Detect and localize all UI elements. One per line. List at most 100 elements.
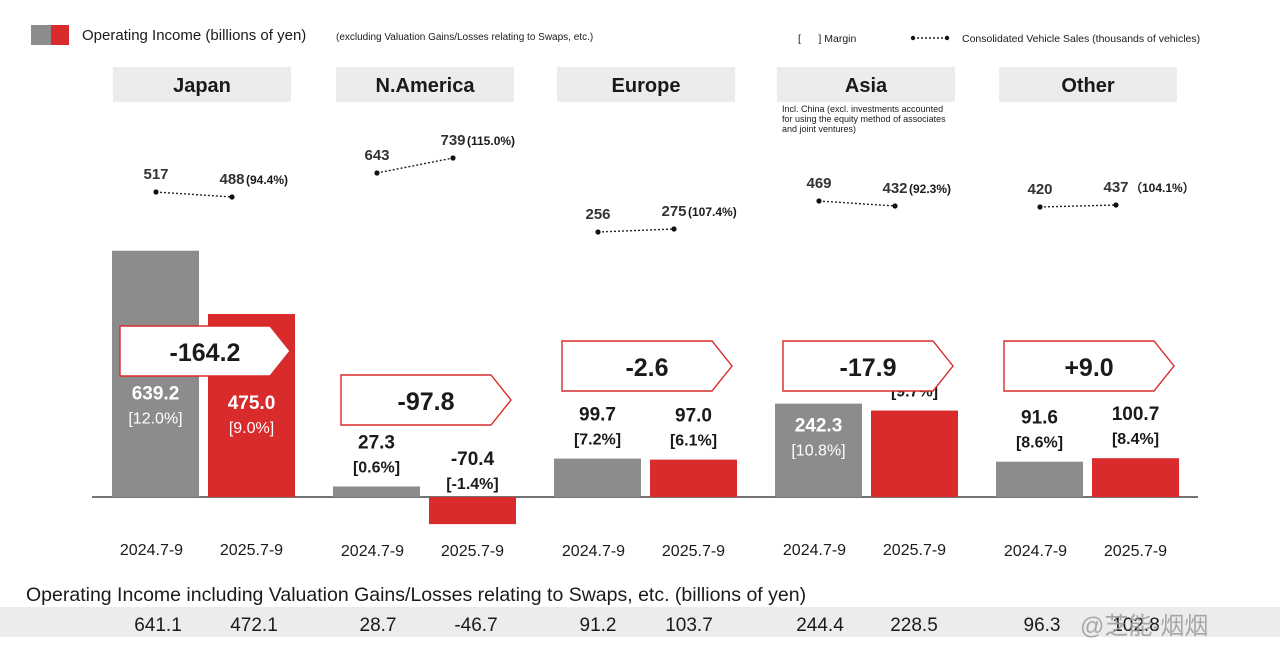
bottom-values: 641.1 472.1 28.7 -46.7 91.2 103.7 244.4 228.5 96… xyxy=(134,615,1160,636)
legend-title: Operating Income (billions of yen) xyxy=(82,27,306,44)
bar-n-america-prior xyxy=(333,486,420,497)
region-name: Other xyxy=(1061,75,1115,97)
bar-asia-current xyxy=(871,410,958,497)
change-value: +9.0 xyxy=(1064,354,1113,382)
period-label-current: 2025.7-9 xyxy=(662,543,725,560)
incl-swaps-value-japan-0: 641.1 xyxy=(134,615,182,636)
sales-value-current: 437 xyxy=(1103,179,1128,196)
incl-swaps-value-other-1: 102.8 xyxy=(1112,615,1160,636)
sales-dot-current xyxy=(671,226,677,232)
period-label-current: 2025.7-9 xyxy=(1104,543,1167,560)
sales-ratio: (94.4%) xyxy=(246,173,288,187)
sales-value-current: 488 xyxy=(219,171,244,188)
sales-connector xyxy=(818,200,896,207)
change-value: -2.6 xyxy=(625,354,668,382)
margin-label: [12.0%] xyxy=(128,411,182,428)
change-callout xyxy=(119,325,291,377)
asia-note-line: for using the equity method of associate… xyxy=(782,114,946,124)
change-value: -97.8 xyxy=(398,388,455,416)
region-group-europe: Europe 99.7 [7.2%] 97.0 [6.1%] -2.6 256 275 (107… xyxy=(554,67,737,560)
margin-label: [0.6%] xyxy=(353,459,400,476)
incl-swaps-value-asia-0: 244.4 xyxy=(796,615,844,636)
legend-swatch-current xyxy=(51,25,69,45)
region-group-other: Other 91.6 [8.6%] 100.7 [8.4%] +9.0 420 437 （104… xyxy=(996,67,1195,560)
region-name: Japan xyxy=(173,75,231,97)
margin-label: [10.8%] xyxy=(791,443,845,460)
sales-dot-prior xyxy=(1037,204,1043,210)
legend-margin: [ ] Margin xyxy=(798,33,857,45)
chart-layer: Japan 639.2 [12.0%] 475.0 [9.0%] -164.2 517 488… xyxy=(92,67,1198,560)
legend-sales-dot-right xyxy=(944,35,950,41)
region-group-asia: Asia242.3[10.8%]224.4[9.7%]-17.9469432(9… xyxy=(775,67,958,559)
region-header-box xyxy=(557,67,735,102)
sales-dot-prior xyxy=(153,189,159,195)
bottom-band xyxy=(0,607,1280,637)
value-label: -70.4 xyxy=(451,449,495,470)
change-callout xyxy=(1003,340,1175,392)
incl-swaps-value-europe-0: 91.2 xyxy=(580,615,617,636)
sales-connector xyxy=(1039,204,1117,208)
sales-dot-current xyxy=(229,194,235,200)
margin-label: [7.2%] xyxy=(574,432,621,449)
sales-ratio: (92.3%) xyxy=(909,182,951,196)
value-label: 242.3 xyxy=(795,416,843,437)
change-value: -164.2 xyxy=(170,339,241,367)
region-header-box xyxy=(777,67,955,102)
sales-connector xyxy=(597,228,675,233)
legend-swatch-prior xyxy=(31,25,51,45)
value-label: 475.0 xyxy=(228,393,276,414)
sales-connector xyxy=(376,157,454,174)
value-label: 99.7 xyxy=(579,405,616,426)
legend-sales-label: Consolidated Vehicle Sales (thousands of… xyxy=(962,33,1200,45)
sales-connector xyxy=(155,191,233,198)
change-callout xyxy=(782,340,954,392)
sales-value-prior: 643 xyxy=(364,147,389,164)
period-label-current: 2025.7-9 xyxy=(441,543,504,560)
period-label-current: 2025.7-9 xyxy=(883,542,946,559)
region-group-n-america: N.America 27.3 [0.6%] -70.4 [-1.4%] -97.8 643 7… xyxy=(333,67,516,560)
incl-swaps-value-n-america-0: 28.7 xyxy=(360,615,397,636)
margin-label: [8.6%] xyxy=(1016,435,1063,452)
period-label-prior: 2024.7-9 xyxy=(1004,543,1067,560)
sales-dot-current xyxy=(1113,202,1119,208)
period-label-prior: 2024.7-9 xyxy=(341,543,404,560)
value-label: 639.2 xyxy=(132,384,180,405)
period-label-prior: 2024.7-9 xyxy=(783,542,846,559)
region-group-japan: Japan 639.2 [12.0%] 475.0 [9.0%] -164.2 517 488… xyxy=(112,67,295,559)
margin-label: [6.1%] xyxy=(670,433,717,450)
change-callout xyxy=(561,340,733,392)
sales-dot-prior xyxy=(374,170,380,176)
incl-swaps-value-other-0: 96.3 xyxy=(1024,615,1061,636)
bar-europe-prior xyxy=(554,458,641,497)
watermark: @芝能-烟烟 xyxy=(1080,613,1208,640)
region-name: Asia xyxy=(845,75,888,97)
incl-swaps-value-europe-1: 103.7 xyxy=(665,615,713,636)
region-header-box xyxy=(336,67,514,102)
margin-label: [9.0%] xyxy=(229,420,274,437)
value-label: 91.6 xyxy=(1021,408,1058,429)
legend-sales-dot-left xyxy=(910,35,916,41)
sales-dot-current xyxy=(892,203,898,209)
value-label: 27.3 xyxy=(358,432,395,453)
sales-value-current: 275 xyxy=(661,203,686,220)
period-label-prior: 2024.7-9 xyxy=(120,542,183,559)
region-name: Europe xyxy=(612,75,681,97)
incl-swaps-value-asia-1: 228.5 xyxy=(890,615,938,636)
sales-ratio: (115.0%) xyxy=(467,134,515,148)
sales-value-current: 432 xyxy=(882,180,907,197)
bar-n-america-current xyxy=(429,497,516,525)
region-header-box xyxy=(113,67,291,102)
bar-other-prior xyxy=(996,461,1083,497)
change-callout xyxy=(340,374,512,426)
sales-dot-prior xyxy=(816,198,822,204)
incl-swaps-value-n-america-1: -46.7 xyxy=(454,615,497,636)
incl-swaps-value-japan-1: 472.1 xyxy=(230,615,278,636)
legend: Operating Income (billions of yen) (excl… xyxy=(31,25,1200,45)
sales-dot-current xyxy=(450,155,456,161)
sales-value-current: 739 xyxy=(440,132,465,149)
margin-label: [-1.4%] xyxy=(446,476,498,493)
asia-note-line: Incl. China (excl. investments accounted xyxy=(782,104,943,114)
value-label: 100.7 xyxy=(1112,404,1160,425)
sales-value-prior: 517 xyxy=(143,166,168,183)
asia-note-line: and joint ventures) xyxy=(782,124,856,134)
